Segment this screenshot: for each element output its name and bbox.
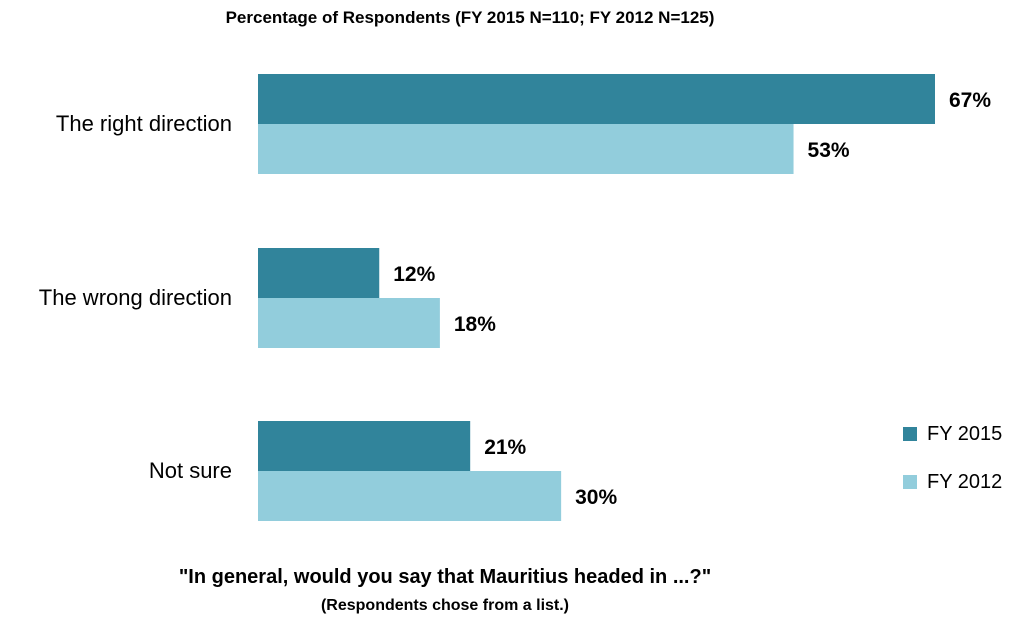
legend-label-fy2012: FY 2012 — [927, 470, 1003, 493]
data-label: 53% — [808, 139, 850, 162]
survey-note: (Respondents chose from a list.) — [320, 597, 570, 614]
legend-item-fy2015: FY 2015 — [903, 421, 1002, 447]
bar-fy2012 — [258, 471, 562, 521]
bar-fy2015 — [258, 248, 380, 298]
bar-fy2015 — [258, 74, 935, 124]
data-label: 21% — [484, 436, 526, 459]
legend-swatch-fy2012 — [903, 475, 917, 489]
legend-item-fy2012: FY 2012 — [903, 469, 1002, 495]
bar-fy2015 — [258, 421, 471, 471]
legend-label-fy2015: FY 2015 — [927, 422, 1003, 445]
data-label: 67% — [949, 89, 991, 112]
bar-fy2012 — [258, 298, 440, 348]
data-label: 18% — [454, 313, 496, 336]
data-label: 30% — [575, 486, 617, 509]
category-label: Not sure — [149, 458, 232, 483]
legend: FY 2015 FY 2012 — [903, 421, 1002, 517]
category-label: The wrong direction — [39, 285, 232, 310]
category-label: The right direction — [56, 111, 232, 136]
chart-title: Percentage of Respondents (FY 2015 N=110… — [225, 8, 715, 27]
survey-question: "In general, would you say that Mauritiu… — [178, 566, 712, 588]
bar-fy2012 — [258, 124, 794, 174]
data-label: 12% — [393, 263, 435, 286]
legend-swatch-fy2015 — [903, 427, 917, 441]
